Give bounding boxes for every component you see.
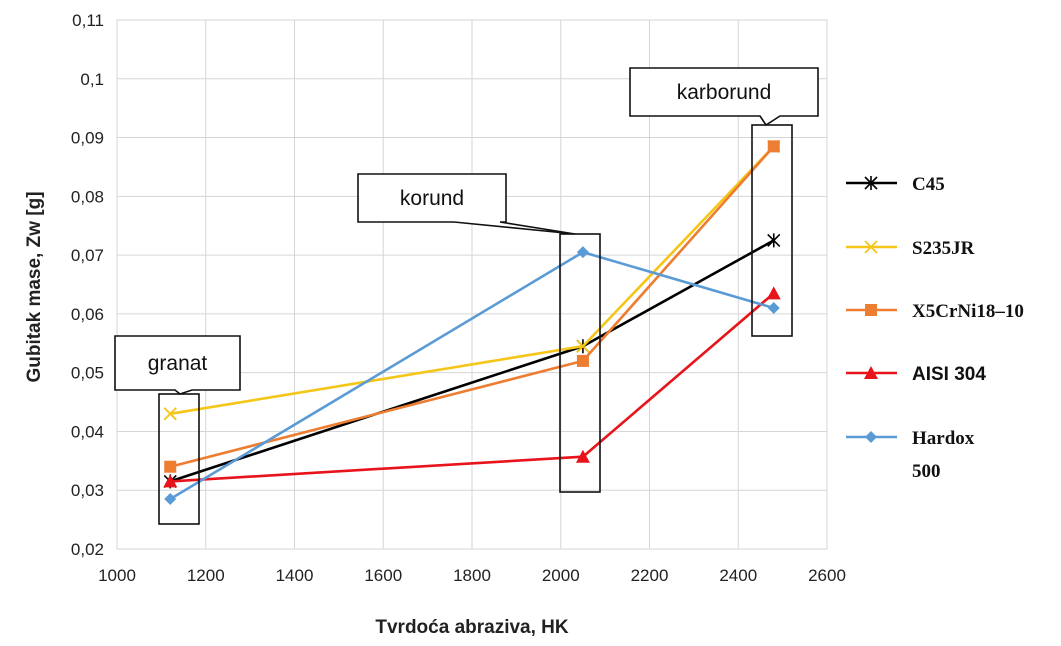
data-point-hardox-500 <box>164 493 177 506</box>
legend-label: S235JR <box>912 238 975 259</box>
annotation-granat: granat <box>114 335 241 525</box>
annotation-callout <box>629 67 819 127</box>
data-point-aisi-304 <box>575 449 590 463</box>
x-tick-label: 1000 <box>98 566 136 585</box>
annotation-callout <box>114 335 241 395</box>
legend-item-c45: C45 <box>846 174 945 195</box>
annotation-label: karborund <box>677 81 772 104</box>
legend-label: C45 <box>912 174 945 195</box>
legend-swatch-marker <box>864 366 878 379</box>
series-hardox-500 <box>164 246 780 506</box>
annotation-label: korund <box>400 187 464 210</box>
x-tick-label: 1800 <box>453 566 491 585</box>
y-tick-label: 0,1 <box>80 70 104 89</box>
data-point-s235jr <box>163 407 177 421</box>
y-tick-label: 0,09 <box>71 129 104 148</box>
x-tick-label: 2200 <box>631 566 669 585</box>
legend-item-x5crni18-10: X5CrNi18–10 <box>846 301 1024 322</box>
annotation-karborund: karborund <box>629 67 819 337</box>
series-aisi-304 <box>163 286 781 488</box>
data-point-aisi-304 <box>766 286 781 300</box>
legend-swatch-marker <box>864 176 878 190</box>
data-point-x5crni18-10 <box>576 354 589 367</box>
tick-labels: 1000 1200 1400 1600 1800 2000 2200 2400 2600 0,02… <box>71 11 846 585</box>
legend-swatch-marker <box>864 240 878 254</box>
series-x5crni18-10 <box>164 140 780 473</box>
y-tick-label: 0,07 <box>71 246 104 265</box>
x-tick-label: 2400 <box>719 566 757 585</box>
legend-label: Hardox 500 <box>912 428 975 482</box>
y-tick-label: 0,06 <box>71 305 104 324</box>
data-point-c45 <box>767 233 781 248</box>
y-tick-label: 0,03 <box>71 481 104 500</box>
annotation-frame <box>751 124 793 337</box>
x-axis-title: Tvrdoća abraziva, HK <box>375 617 569 638</box>
y-tick-label: 0,05 <box>71 364 104 383</box>
legend-item-aisi-304: AISI 304 <box>846 364 986 385</box>
y-tick-label: 0,08 <box>71 187 104 206</box>
y-axis-title: Gubitak mase, Zw [g] <box>24 191 45 382</box>
annotations: granat korund karborund <box>114 67 819 525</box>
x-tick-label: 1400 <box>276 566 314 585</box>
x-tick-label: 1600 <box>364 566 402 585</box>
legend-label: AISI 304 <box>912 364 986 385</box>
annotation-frame <box>559 233 601 493</box>
y-tick-label: 0,04 <box>71 422 104 441</box>
annotation-korund: korund <box>357 173 601 493</box>
legend-item-s235jr: S235JR <box>846 238 975 259</box>
series-layer <box>163 139 781 506</box>
legend-item-hardox-500: Hardox 500 <box>846 428 975 482</box>
legend-swatch-marker <box>865 431 877 443</box>
data-point-x5crni18-10 <box>767 140 780 153</box>
data-point-hardox-500 <box>576 246 589 259</box>
x-tick-label: 2600 <box>808 566 846 585</box>
legend-label: X5CrNi18–10 <box>912 301 1024 322</box>
data-point-hardox-500 <box>767 302 780 315</box>
data-point-x5crni18-10 <box>164 460 177 473</box>
legend: C45 S235JR X5CrNi18–10 AISI 304 Hardox 500 <box>846 174 1024 482</box>
x-tick-label: 2000 <box>542 566 580 585</box>
annotation-callout <box>357 173 576 235</box>
legend-swatch-marker <box>865 304 877 316</box>
annotation-label: granat <box>148 352 208 375</box>
data-point-s235jr <box>576 339 590 353</box>
y-tick-label: 0,11 <box>72 11 104 30</box>
x-tick-label: 1200 <box>187 566 225 585</box>
data-point-aisi-304 <box>163 474 178 488</box>
y-tick-label: 0,02 <box>71 540 104 559</box>
